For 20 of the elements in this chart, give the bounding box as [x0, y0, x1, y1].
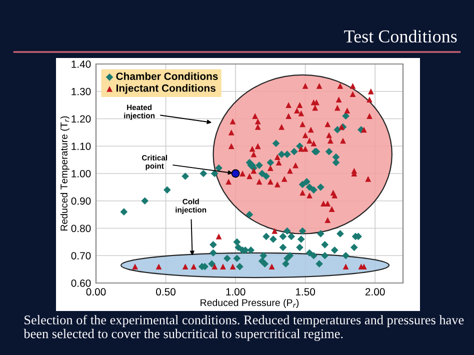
y-tick-label: 0.60 — [71, 280, 91, 287]
y-tick-label: 0.80 — [71, 224, 91, 232]
y-axis-title: Reduced Temperature (T$_{r}$) — [60, 116, 70, 230]
y-tick-label: 0.70 — [71, 252, 91, 260]
y-tick-label: 1.30 — [72, 88, 91, 96]
legend-label: Injectant Conditions — [116, 84, 216, 94]
x-tick-label: 1.50 — [296, 288, 316, 296]
x-tick-label: 0.50 — [156, 288, 176, 296]
y-tick-label: 1.20 — [72, 115, 91, 123]
y-tick-label: 0.90 — [71, 197, 91, 205]
x-tick-label: 2.00 — [365, 288, 385, 296]
y-tick-label: 1.10 — [72, 142, 91, 150]
legend-label: Chamber Conditions — [116, 72, 218, 80]
x-tick-label: 1.00 — [226, 288, 246, 296]
text: Selection of the experimental conditions. Reduced temperatures and pressures have been selected to cover the subcritical to supercritical regime. — [24, 315, 464, 341]
x-tick-label: 0.00 — [86, 288, 106, 296]
chart-title: Test Conditions — [344, 30, 457, 43]
x-axis-title: Reduced Pressure (P$_{r}$) — [200, 298, 299, 308]
y-tick-label: 1.00 — [72, 170, 91, 178]
y-tick-label: 1.40 — [72, 60, 91, 68]
